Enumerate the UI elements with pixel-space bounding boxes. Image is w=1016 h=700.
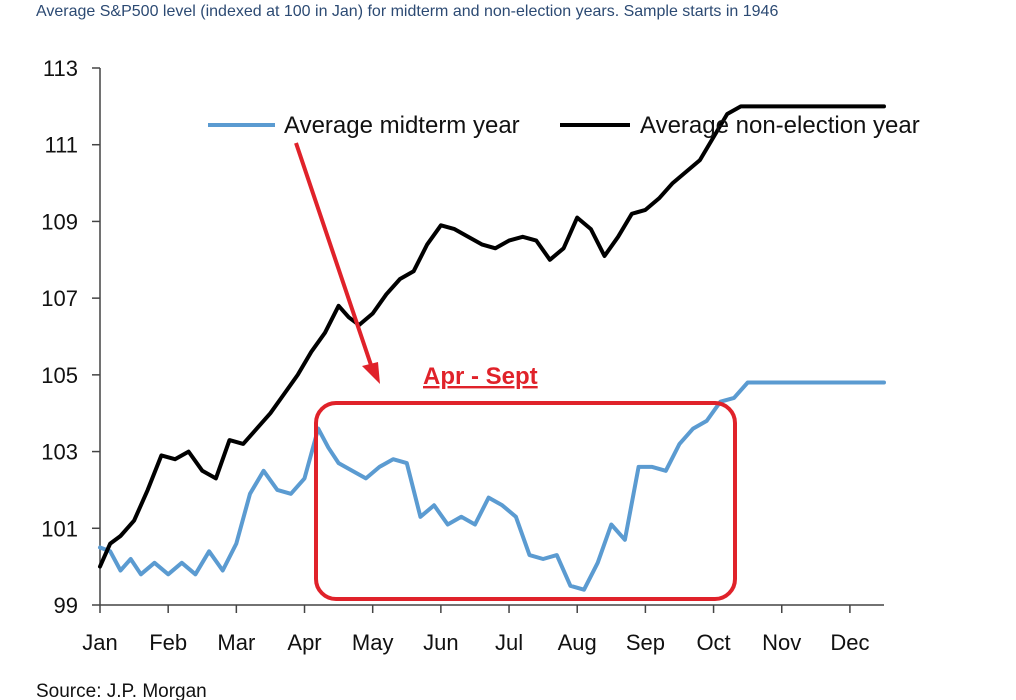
legend: Average midterm year Average non-electio… [208, 112, 920, 139]
annotation-label: Apr - Sept [423, 363, 538, 390]
x-tick-label: Apr [287, 630, 321, 655]
x-tick-label: Jan [82, 630, 117, 655]
y-tick-label: 113 [43, 56, 78, 81]
x-tick-label: Jun [423, 630, 458, 655]
y-tick-label: 111 [45, 133, 78, 158]
y-tick-label: 109 [41, 209, 78, 234]
y-tick-label: 105 [41, 363, 78, 388]
x-tick-label: Nov [762, 630, 801, 655]
series-line-midterm [98, 380, 886, 592]
highlight-box [314, 401, 737, 601]
series-line-non-election [98, 104, 886, 569]
plot-lines [98, 104, 886, 592]
annotation-arrow [294, 142, 374, 369]
chart-subtitle: Average S&P500 level (indexed at 100 in … [36, 3, 778, 20]
x-tick-label: May [352, 630, 394, 655]
source-note: Source: J.P. Morgan [36, 681, 207, 700]
y-tick-label: 107 [41, 286, 78, 311]
x-tick-label: Oct [696, 630, 730, 655]
x-tick-label: Aug [558, 630, 597, 655]
x-tick-label: Feb [149, 630, 187, 655]
x-tick-label: Jul [495, 630, 523, 655]
x-tick-label: Mar [217, 630, 255, 655]
y-axis: 99 101 103 105 107 109 111 113 [41, 56, 101, 618]
y-tick-label: 99 [54, 593, 78, 618]
legend-label-midterm: Average midterm year [284, 112, 520, 139]
x-axis: Jan Feb Mar Apr May Jun Jul Aug Sep Oct Nov Dec [82, 604, 884, 655]
x-tick-label: Dec [830, 630, 869, 655]
y-tick-label: 101 [41, 516, 78, 541]
x-tick-label: Sep [626, 630, 665, 655]
legend-label-non-election: Average non-election year [640, 112, 920, 139]
y-tick-label: 103 [41, 440, 78, 465]
annotation-arrowhead [362, 362, 380, 384]
